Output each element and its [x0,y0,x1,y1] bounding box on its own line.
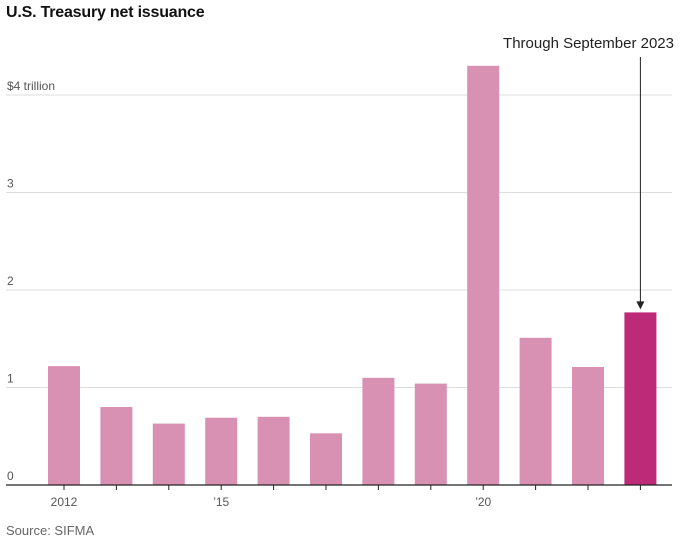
y-tick-label: $4 trillion [7,79,55,93]
annotation-arrowhead [636,301,645,310]
annotation: Through September 2023 [503,35,674,310]
bar-2016 [257,416,290,486]
chart-title: U.S. Treasury net issuance [6,4,205,21]
x-axis: 2012 ’15 ’20 [6,484,672,509]
y-tick-label: 3 [7,177,14,191]
y-tick-label: 1 [7,372,14,386]
bar-2017 [310,433,342,485]
bar-2020 [467,65,500,486]
bar-2019 [414,383,447,485]
x-tick-label: ’15 [213,495,229,509]
y-tick-label: 2 [7,274,14,288]
x-tick-label: ’20 [475,495,491,509]
bar-2022 [572,367,604,485]
bar-2015 [205,417,238,485]
bars [48,65,657,486]
bar-2012 [48,366,80,485]
annotation-label: Through September 2023 [503,35,674,52]
bar-2021 [519,337,552,485]
bar-2014 [152,423,185,485]
bar-2023 [624,312,657,485]
bar-2018 [362,377,395,486]
bar-2013 [100,407,133,485]
x-tick-label: 2012 [51,495,78,509]
y-tick-label: 0 [7,469,14,483]
y-axis-labels: 0 1 2 3 $4 trillion [7,79,55,483]
gridlines [6,94,672,388]
source-note: Source: SIFMA [6,523,95,538]
